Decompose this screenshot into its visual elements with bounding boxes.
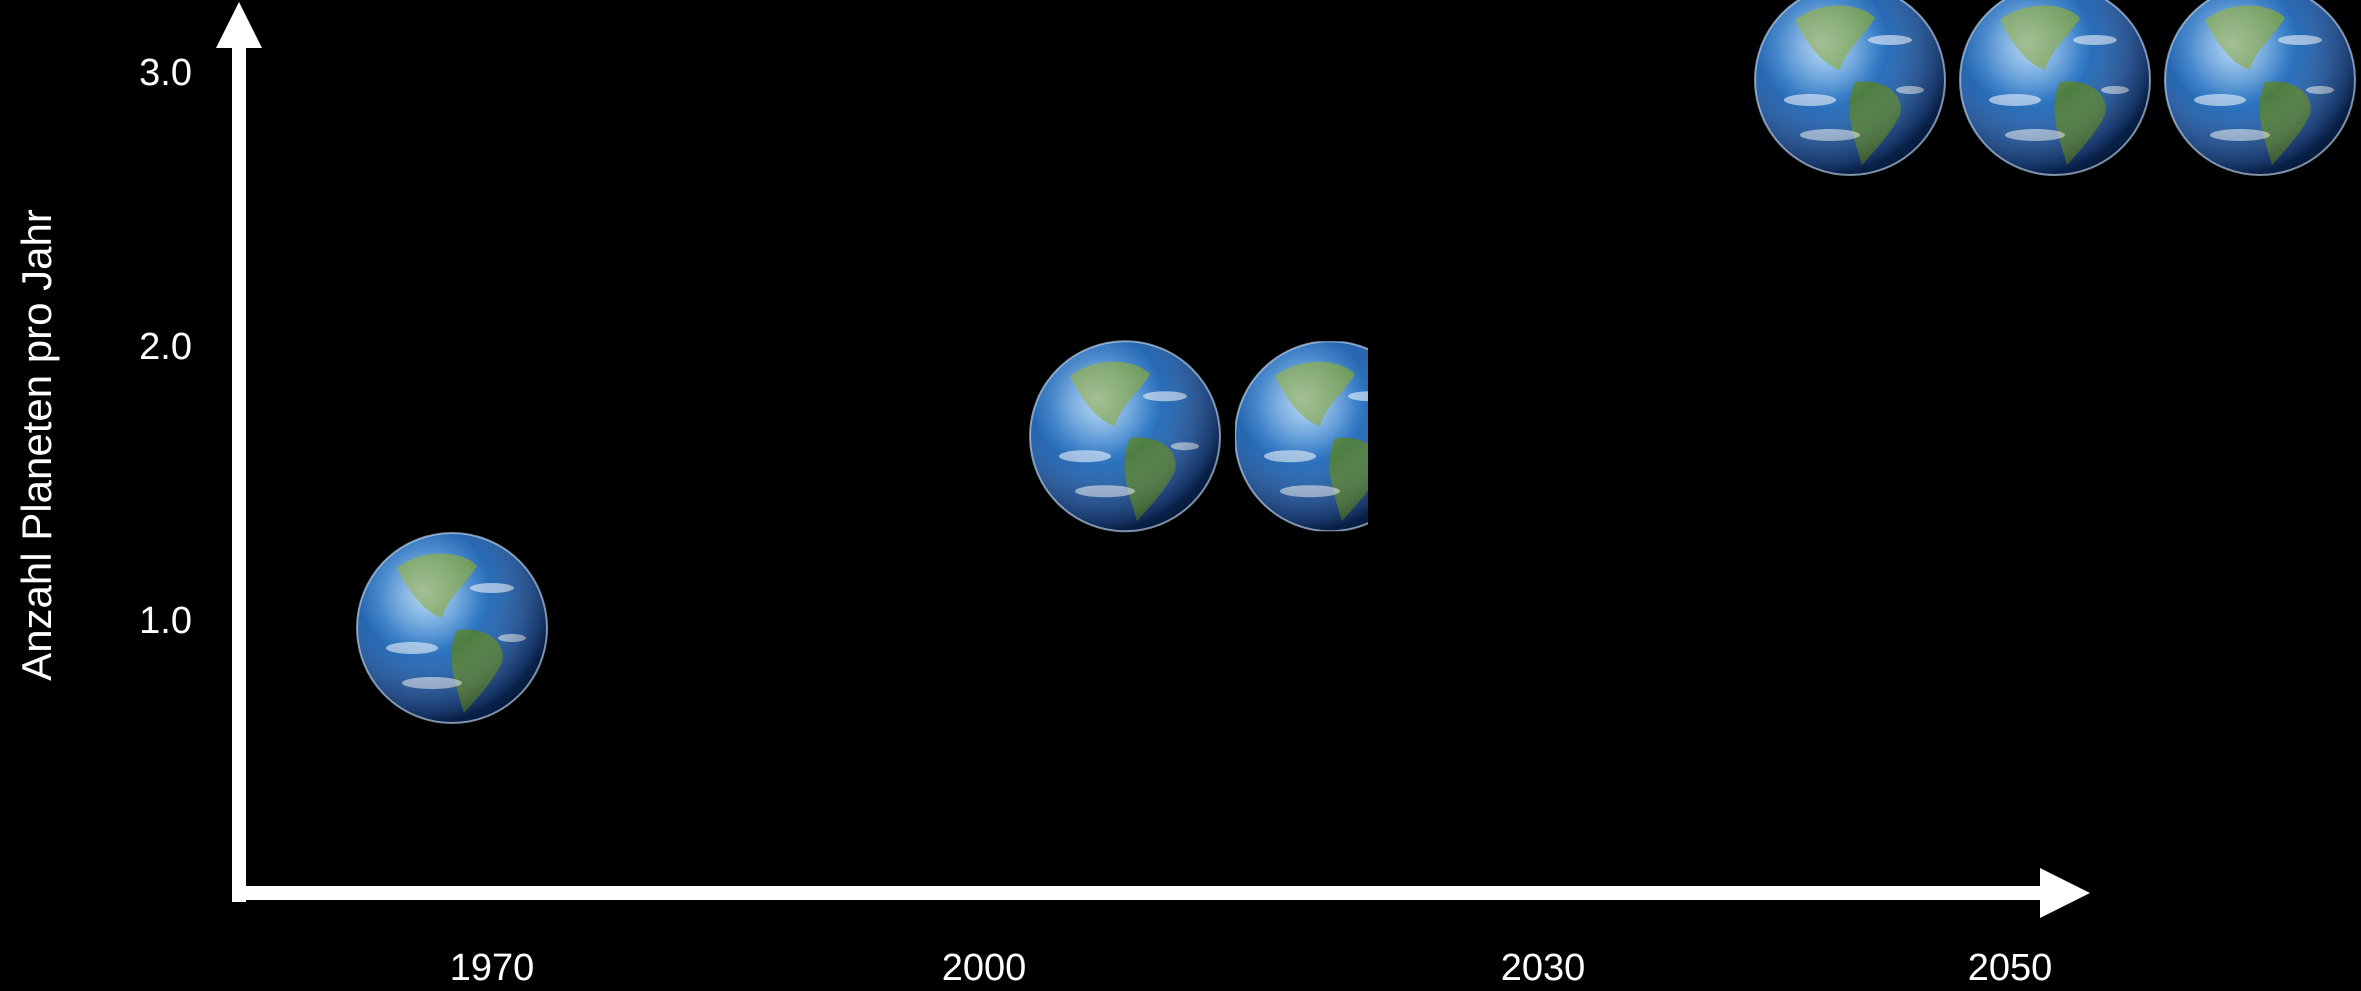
y-tick-label: 3.0 [139,52,192,94]
planet-group-2000 [1029,340,1368,533]
y-axis-arrowhead [216,2,262,48]
x-axis-arrowhead [2040,868,2090,918]
y-axis-line [232,40,246,902]
earth-globe-icon [1959,0,2151,176]
earth-globe-icon [2164,0,2356,176]
y-tick-labels: 1.0 2.0 3.0 [139,52,192,642]
x-tick-label: 1970 [450,947,535,989]
y-tick-label: 1.0 [139,600,192,642]
x-tick-label: 2050 [1968,947,2053,989]
y-tick-label: 2.0 [139,326,192,368]
x-tick-label: 2000 [942,947,1027,989]
x-axis [232,868,2090,918]
planet-group-1970 [356,532,548,724]
planet-group-2050 [1754,0,2356,176]
earth-globe-icon [1235,341,1368,532]
earth-globe-icon [356,532,548,724]
x-axis-line [232,886,2052,900]
x-tick-labels: 1970 2000 2030 2050 [450,947,2053,989]
earth-globe-icon [1029,340,1221,533]
y-axis-title: Anzahl Planeten pro Jahr [13,209,60,681]
earth-globe-icon [1754,0,1946,176]
x-tick-label: 2030 [1501,947,1586,989]
planet-marks [356,0,2356,724]
y-axis [216,2,262,902]
